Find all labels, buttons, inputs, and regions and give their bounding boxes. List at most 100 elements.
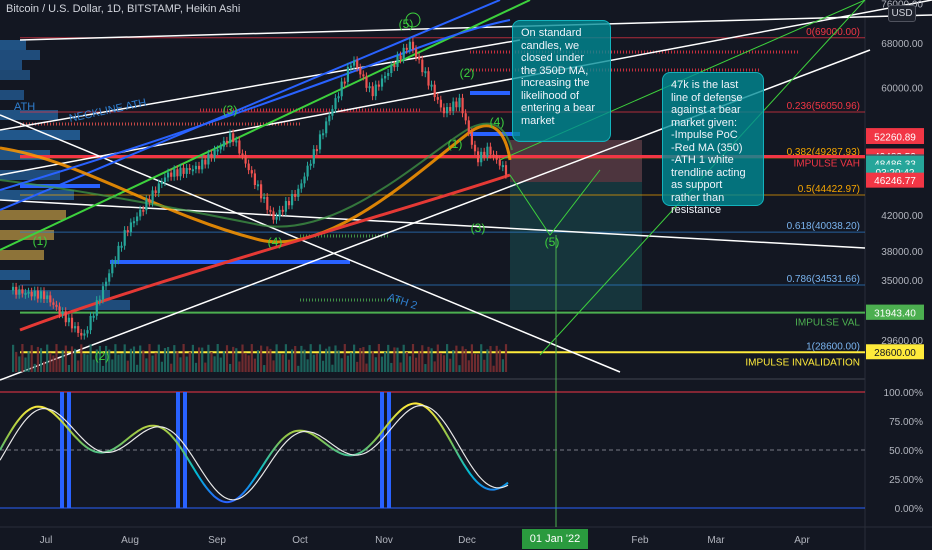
candle-body xyxy=(400,56,402,60)
candle-body xyxy=(220,147,222,150)
candle-body xyxy=(440,100,442,108)
candle-body xyxy=(232,133,234,142)
volume-bar xyxy=(276,344,278,372)
candle-body xyxy=(102,286,104,299)
candle-body xyxy=(65,311,67,322)
time-tick-label: Aug xyxy=(121,535,139,546)
candle-body xyxy=(322,133,324,135)
volume-bar xyxy=(24,357,26,372)
candle-body xyxy=(186,168,188,174)
candle-body xyxy=(421,60,423,73)
candle-body xyxy=(43,291,45,299)
candle-body xyxy=(179,168,181,177)
volume-bar xyxy=(434,361,436,372)
candle-body xyxy=(418,57,420,60)
volume-bar xyxy=(313,355,315,372)
volume-bar xyxy=(74,349,76,372)
candle-body xyxy=(207,154,209,165)
volume-bar xyxy=(226,345,228,372)
volume-bar xyxy=(207,345,209,372)
candle-body xyxy=(384,76,386,79)
volume-bar xyxy=(245,353,247,372)
currency-button[interactable]: USD xyxy=(888,5,916,22)
volume-bar xyxy=(127,361,129,372)
time-tick-label: Feb xyxy=(631,535,649,546)
volume-bar xyxy=(347,356,349,372)
candle-body xyxy=(183,168,185,174)
oscillator-d-line xyxy=(0,406,508,500)
annotation-line: candles, we xyxy=(521,40,602,53)
oscillator-signal-bar xyxy=(67,392,71,508)
candle-body xyxy=(130,222,132,232)
candle-body xyxy=(496,155,498,160)
annotation-bear-market[interactable]: On standard candles, we closed under the 35… xyxy=(512,20,611,142)
annotation-last-defense[interactable]: 47k is the last line of defense against a … xyxy=(662,72,764,206)
candle-body xyxy=(108,273,110,281)
volume-bar xyxy=(462,346,464,372)
volume-bar xyxy=(279,354,281,372)
candle-body xyxy=(235,140,237,142)
volume-profile-bar xyxy=(0,250,44,260)
volume-bar xyxy=(145,358,147,372)
candle-body xyxy=(226,141,228,143)
candle-body xyxy=(99,299,101,301)
volume-bar xyxy=(356,362,358,372)
candle-body xyxy=(245,155,247,164)
volume-bar xyxy=(338,350,340,372)
volume-bar xyxy=(449,359,451,372)
candle-body xyxy=(158,183,160,193)
candle-body xyxy=(214,150,216,158)
candle-body xyxy=(499,160,501,166)
price-tick-label: 35000.00 xyxy=(881,276,923,287)
oscillator-tick-label: 25.00% xyxy=(889,475,923,486)
annotation-line: increasing the xyxy=(521,77,602,90)
volume-bar xyxy=(359,348,361,372)
volume-bar xyxy=(52,355,54,372)
volume-bar xyxy=(431,348,433,372)
annotation-line: -Red MA (350) xyxy=(671,142,755,155)
candle-body xyxy=(49,295,51,302)
volume-bar xyxy=(489,346,491,372)
volume-bar xyxy=(297,366,299,372)
volume-bar xyxy=(260,346,262,372)
candle-body xyxy=(310,164,312,166)
oscillator-layer: 100.00%75.00%50.00%25.00%0.00% xyxy=(0,388,923,515)
candle-body xyxy=(359,68,361,75)
volume-bar xyxy=(238,361,240,372)
volume-bar xyxy=(34,364,36,372)
candle-body xyxy=(241,153,243,155)
candle-body xyxy=(117,246,119,260)
time-tick-label: Oct xyxy=(292,535,308,546)
volume-bar xyxy=(455,346,457,372)
volume-bar xyxy=(263,365,265,372)
volume-bar xyxy=(468,360,470,372)
candle-body xyxy=(449,107,451,111)
candle-body xyxy=(316,149,318,151)
volume-bar xyxy=(152,356,154,372)
candle-body xyxy=(381,78,383,86)
volume-bar xyxy=(282,354,284,372)
candle-body xyxy=(387,73,389,76)
volume-bar xyxy=(158,345,160,372)
volume-bar xyxy=(257,350,259,372)
candle-body xyxy=(272,211,274,219)
volume-bar xyxy=(502,359,504,372)
candle-body xyxy=(334,98,336,109)
time-tick-label: Apr xyxy=(794,535,810,546)
candle-body xyxy=(455,101,457,107)
volume-bar xyxy=(62,350,64,372)
candle-body xyxy=(139,210,141,217)
oscillator-tick-label: 75.00% xyxy=(889,417,923,428)
candle-body xyxy=(96,300,98,316)
annotation-line: trendline acting xyxy=(671,167,755,180)
volume-bar xyxy=(499,350,501,372)
volume-bar xyxy=(334,345,336,372)
volume-bar xyxy=(130,349,132,372)
candle-body xyxy=(390,65,392,73)
volume-bar xyxy=(241,345,243,372)
volume-bar xyxy=(229,364,231,372)
volume-bar xyxy=(195,363,197,372)
candle-body xyxy=(114,260,116,263)
volume-bar xyxy=(437,344,439,372)
